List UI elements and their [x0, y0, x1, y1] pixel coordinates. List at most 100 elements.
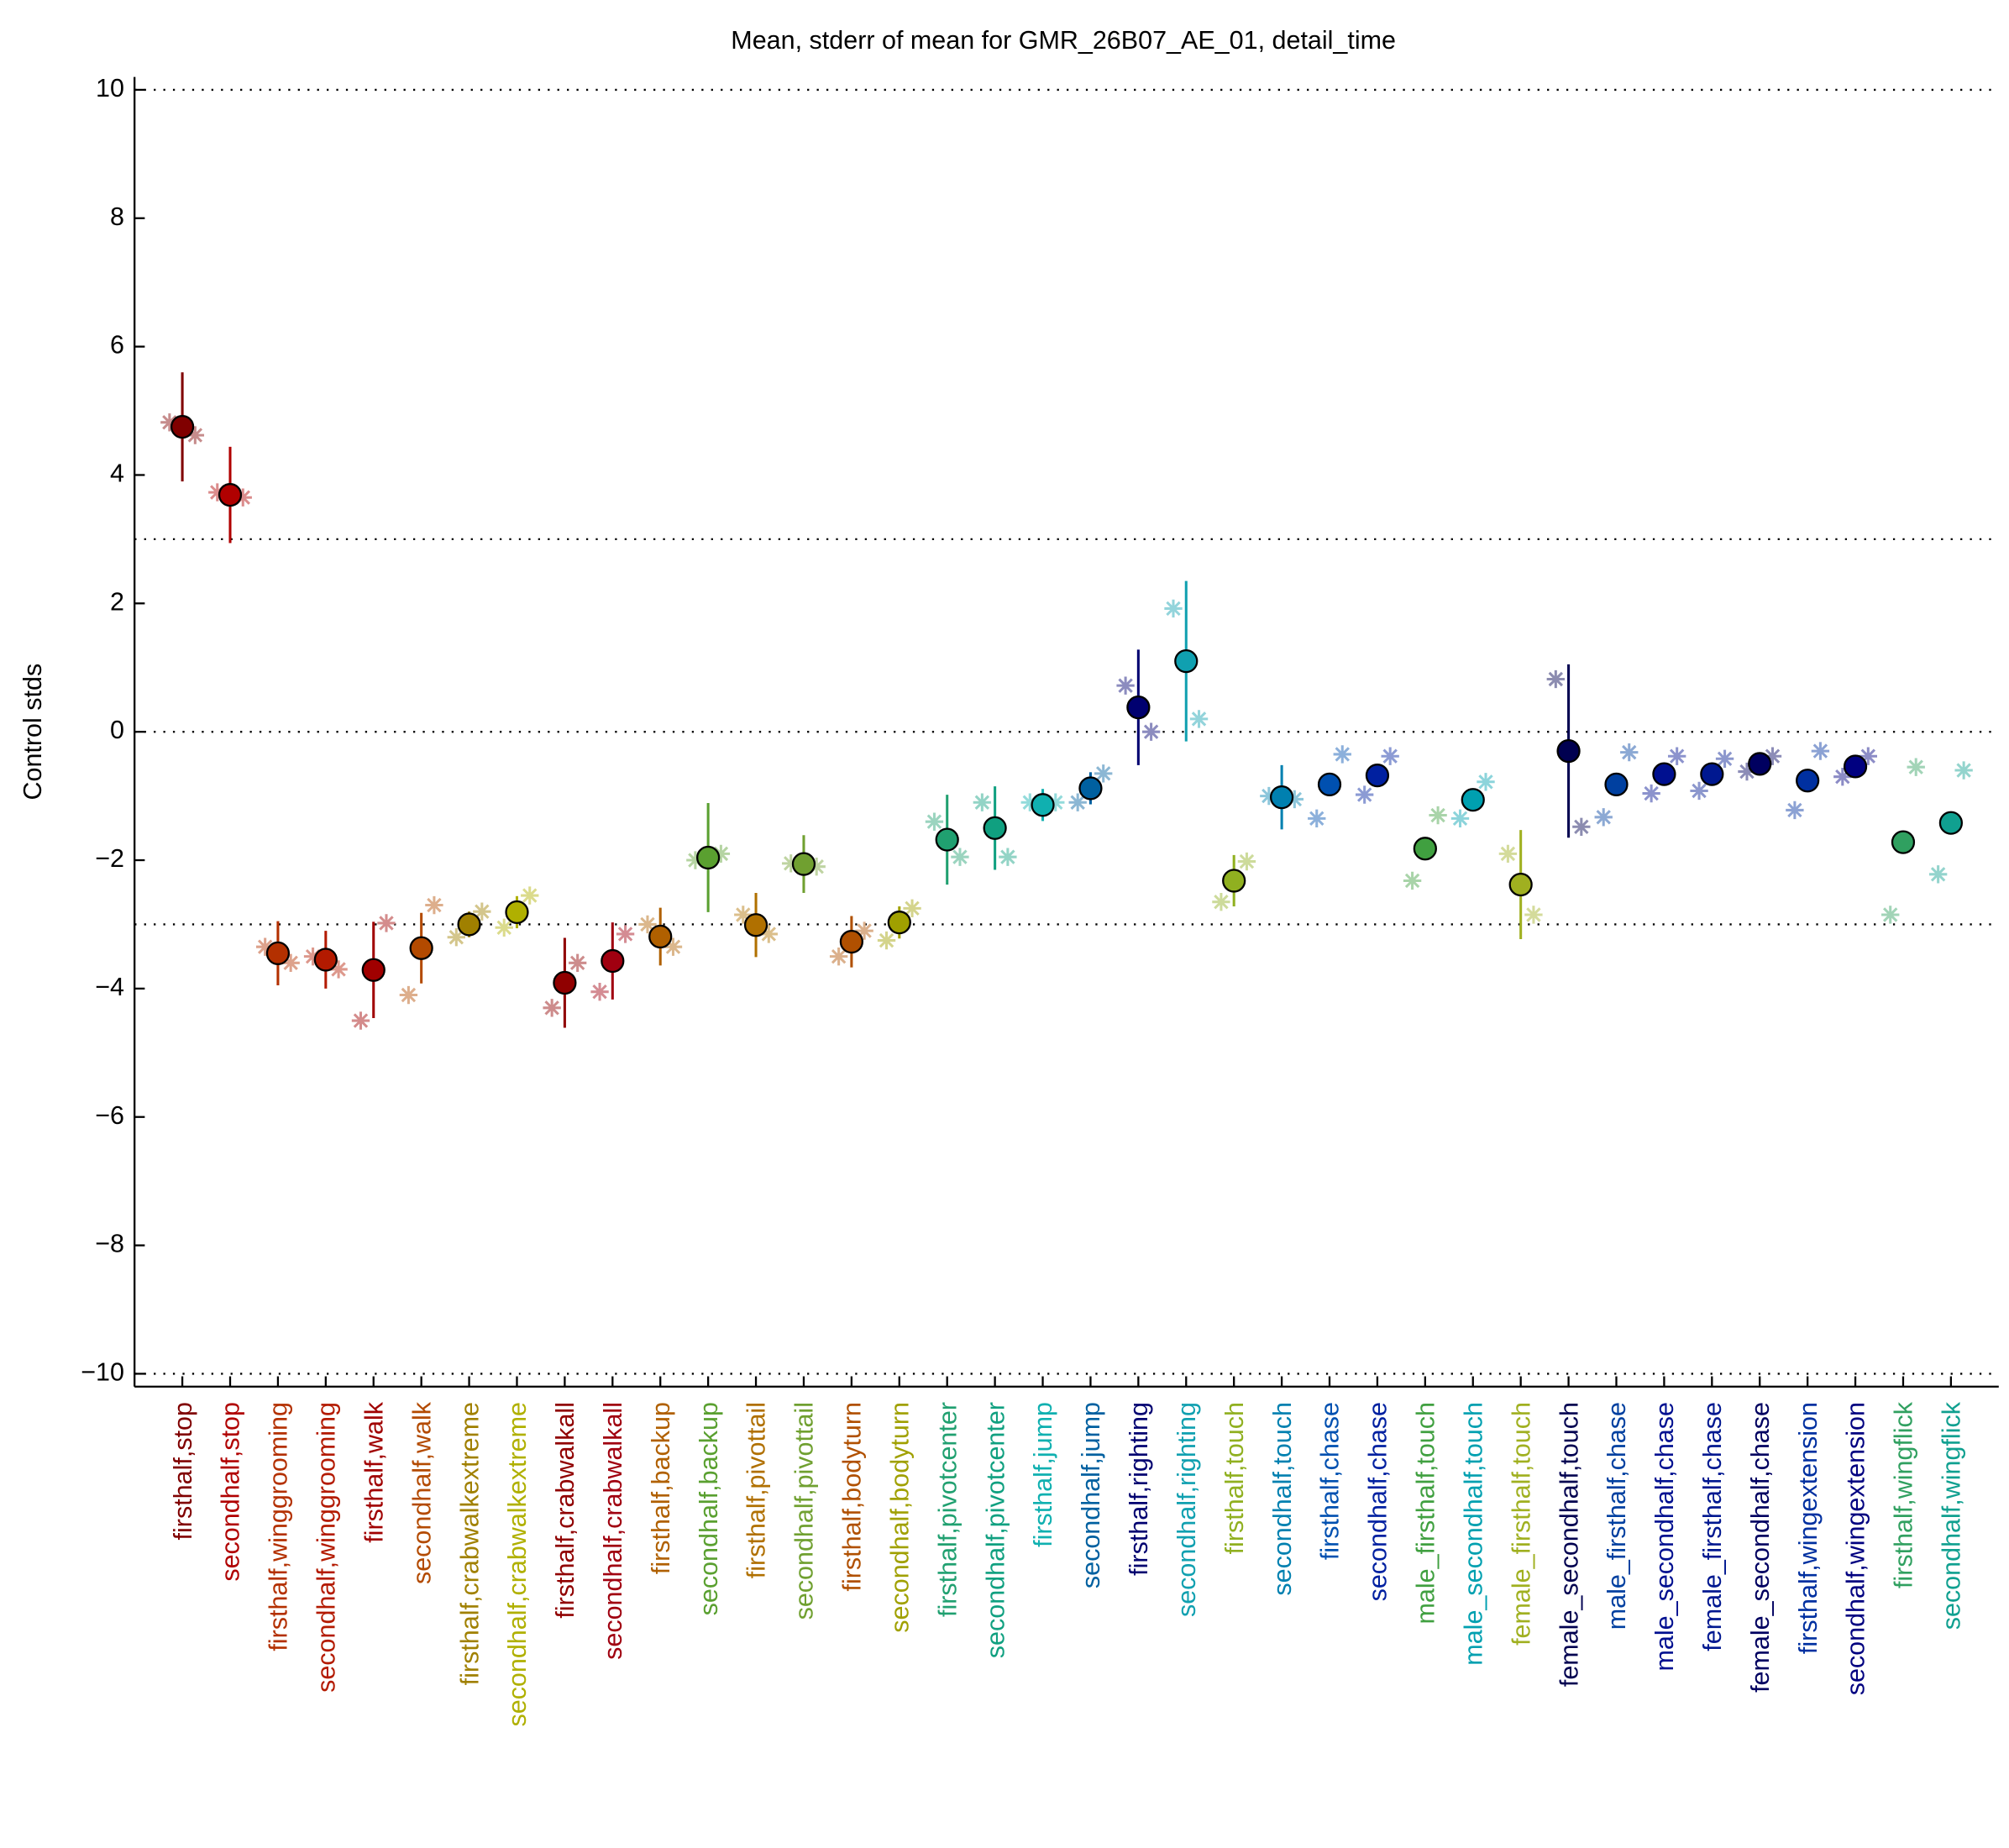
x-tick-label: female_firsthalf,touch	[1507, 1402, 1535, 1646]
mean-marker	[218, 483, 243, 507]
x-tick-label: male_secondhalf,chase	[1650, 1402, 1679, 1671]
replicate-marker	[233, 488, 252, 507]
replicate-marker	[1715, 749, 1734, 768]
replicate-marker	[807, 857, 826, 876]
x-tick-label: firsthalf,backup	[647, 1402, 675, 1574]
x-tick-label: firsthalf,jump	[1029, 1402, 1057, 1547]
x-tick-label: firsthalf,walk	[359, 1401, 388, 1543]
replicate-marker	[1546, 669, 1565, 689]
mean-marker	[1031, 793, 1055, 817]
mean-marker	[1078, 776, 1103, 801]
mean-marker	[361, 958, 386, 982]
replicate-marker	[1594, 808, 1613, 827]
replicate-marker	[1477, 773, 1495, 791]
mean-marker	[457, 912, 481, 937]
x-tick-label: secondhalf,touch	[1268, 1402, 1297, 1596]
replicate-marker	[1786, 801, 1804, 820]
mean-marker	[839, 929, 863, 954]
mean-marker	[1652, 762, 1676, 786]
replicate-marker	[160, 413, 179, 432]
chart-title: Mean, stderr of mean for GMR_26B07_AE_01…	[731, 26, 1396, 55]
x-tick-label: secondhalf,pivottail	[790, 1402, 819, 1620]
y-axis-label: Control stds	[18, 664, 47, 801]
x-tick-label: secondhalf,jump	[1077, 1402, 1105, 1588]
replicate-marker	[1907, 758, 1925, 776]
replicate-marker	[877, 931, 896, 950]
replicate-marker	[1164, 599, 1183, 618]
replicate-marker	[447, 928, 465, 947]
replicate-marker	[855, 921, 873, 940]
mean-marker	[743, 913, 768, 937]
replicate-marker	[734, 906, 753, 924]
y-tick-label: −8	[95, 1230, 124, 1258]
replicate-marker	[951, 848, 969, 866]
replicate-marker	[664, 937, 683, 956]
y-tick-label: 2	[110, 587, 124, 616]
x-tick-label: secondhalf,righting	[1172, 1402, 1201, 1617]
replicate-marker	[329, 960, 348, 979]
replicate-marker	[1355, 785, 1374, 804]
y-tick-label: −6	[95, 1101, 124, 1130]
replicate-marker	[616, 925, 635, 943]
replicate-marker	[1928, 865, 1948, 884]
replicate-marker	[208, 483, 227, 501]
x-tick-label: secondhalf,chase	[1364, 1402, 1393, 1601]
x-tick-label: secondhalf,bodyturn	[885, 1402, 914, 1633]
replicate-marker	[829, 947, 848, 966]
x-tick-label: firsthalf,pivotcenter	[933, 1402, 962, 1617]
x-tick-label: female_secondhalf,touch	[1555, 1402, 1583, 1687]
mean-marker	[1461, 788, 1485, 812]
x-tick-label: secondhalf,wingflick	[1938, 1401, 1966, 1630]
replicate-marker	[1260, 786, 1278, 806]
replicate-marker	[1068, 793, 1087, 811]
mean-marker	[1126, 696, 1151, 720]
x-tick-label: firsthalf,crabwalkall	[551, 1402, 580, 1619]
x-tick-label: secondhalf,winggrooming	[312, 1402, 341, 1693]
replicate-marker	[1333, 745, 1351, 764]
replicate-marker	[1881, 906, 1900, 924]
mean-marker	[265, 941, 291, 965]
x-tick-label: secondhalf,crabwalkextreme	[503, 1402, 532, 1727]
replicate-marker	[999, 848, 1017, 866]
y-tick-label: 8	[110, 202, 124, 231]
x-tick-label: firsthalf,righting	[1125, 1402, 1153, 1576]
mean-marker	[887, 911, 911, 935]
replicate-marker	[351, 1011, 370, 1030]
replicate-marker	[1212, 893, 1230, 911]
x-tick-label: firsthalf,winggrooming	[265, 1402, 293, 1651]
replicate-marker	[568, 953, 587, 972]
mean-marker	[1891, 830, 1916, 854]
mean-marker	[601, 948, 625, 974]
replicate-marker	[521, 886, 539, 905]
replicate-marker	[1141, 722, 1161, 741]
replicate-marker	[1524, 906, 1543, 924]
x-tick-label: firsthalf,wingflick	[1890, 1401, 1918, 1588]
replicate-marker	[281, 953, 300, 972]
mean-marker	[696, 845, 721, 870]
replicate-marker	[1738, 762, 1756, 781]
mean-marker	[409, 936, 433, 960]
y-tick-label: 10	[96, 74, 124, 102]
replicate-marker	[495, 918, 513, 937]
replicate-marker	[638, 915, 657, 934]
y-tick-label: 4	[110, 459, 124, 488]
replicate-marker	[543, 999, 561, 1017]
replicate-marker	[759, 925, 778, 943]
mean-marker	[1413, 837, 1437, 861]
replicate-marker	[1572, 817, 1591, 836]
x-tick-label: secondhalf,crabwalkall	[599, 1402, 627, 1660]
mean-marker	[553, 970, 577, 995]
y-tick-label: 6	[110, 331, 124, 360]
x-tick-label: male_firsthalf,chase	[1602, 1402, 1631, 1630]
replicate-marker	[1642, 784, 1660, 803]
replicate-marker	[925, 812, 944, 831]
replicate-marker	[1667, 747, 1686, 765]
y-tick-label: −2	[95, 844, 124, 873]
mean-marker	[505, 900, 529, 925]
replicate-marker	[1237, 852, 1256, 871]
x-tick-label: firsthalf,touch	[1220, 1402, 1249, 1554]
mean-marker	[313, 948, 338, 972]
replicate-marker	[973, 793, 992, 811]
replicate-marker	[590, 983, 609, 1001]
x-tick-label: secondhalf,pivotcenter	[981, 1402, 1010, 1658]
